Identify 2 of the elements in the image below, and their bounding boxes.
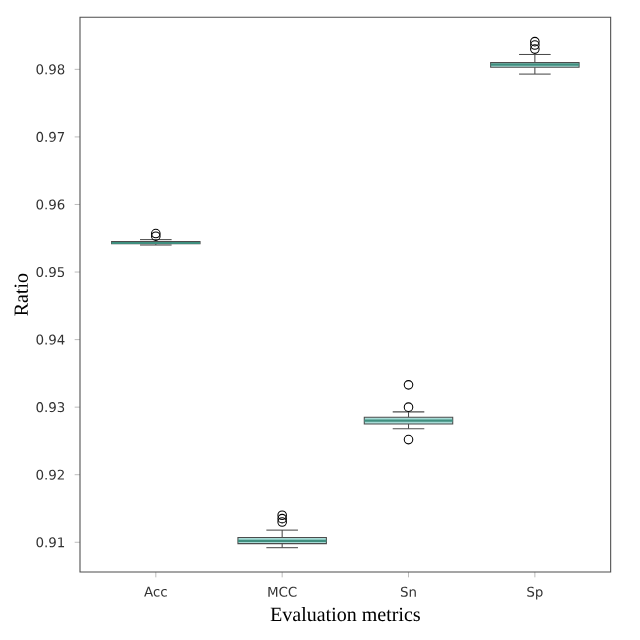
y-axis-title: Ratio [14, 273, 28, 316]
x-axis-title: Evaluation metrics [270, 607, 420, 622]
